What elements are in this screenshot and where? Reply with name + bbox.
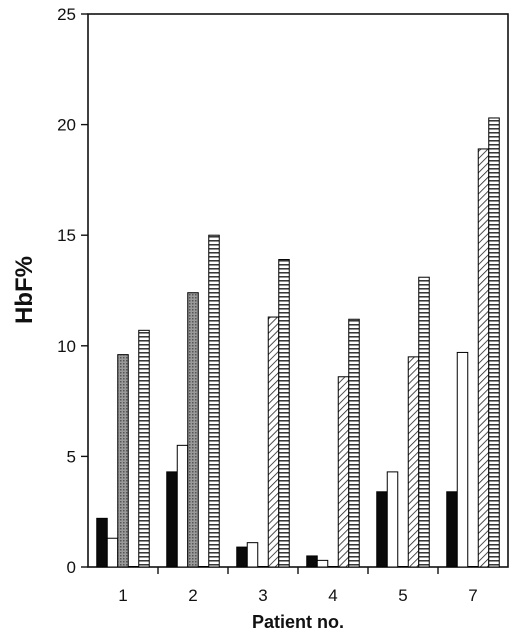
bar-horizontal-lines-1: [138, 329, 150, 568]
y-tick-label: 25: [57, 5, 76, 24]
bar-diagonal-hatch-4: [337, 376, 350, 568]
y-tick-label: 5: [67, 447, 76, 466]
plot-area: [87, 13, 509, 568]
bar-white-1: [106, 537, 119, 568]
bar-solid-black-3: [236, 546, 248, 568]
bar-solid-black-7: [446, 491, 458, 568]
bar-horizontal-lines-2: [208, 234, 220, 568]
bar-solid-black-1: [96, 517, 108, 568]
bar-white-2: [176, 444, 189, 568]
bar-diagonal-hatch-3: [267, 316, 280, 568]
bar-diagonal-hatch-7: [477, 148, 490, 568]
y-tick-label: 0: [67, 558, 76, 577]
bar-solid-black-5: [376, 491, 388, 568]
bar-dotted-gray-2: [187, 292, 199, 568]
y-tick-label: 20: [57, 116, 76, 135]
y-axis-ticks: 0 5 10 15 20 25: [57, 5, 88, 577]
bar-white-5: [386, 471, 399, 568]
x-tick-label: 5: [398, 586, 407, 605]
bar-white-3: [246, 542, 259, 568]
x-axis-ticks: 1 2 3 4 5 7: [118, 567, 478, 605]
x-tick-label: 7: [468, 586, 477, 605]
y-tick-label: 15: [57, 226, 76, 245]
bar-solid-black-2: [166, 471, 178, 568]
bar-horizontal-lines-7: [488, 117, 500, 568]
x-axis-title: Patient no.: [252, 612, 344, 632]
bar-solid-black-4: [306, 555, 318, 568]
x-tick-label: 4: [328, 586, 337, 605]
bar-horizontal-lines-3: [278, 259, 290, 568]
plot-frame: [87, 13, 509, 568]
bar-horizontal-lines-4: [348, 318, 360, 568]
x-tick-label: 1: [118, 586, 127, 605]
bar-dotted-gray-1: [117, 354, 129, 568]
x-tick-label: 3: [258, 586, 267, 605]
bar-white-7: [456, 351, 469, 568]
bar-diagonal-hatch-5: [407, 356, 420, 568]
bar-horizontal-lines-5: [418, 276, 430, 568]
y-tick-label: 10: [57, 337, 76, 356]
bars-group: [96, 117, 500, 568]
x-tick-label: 2: [188, 586, 197, 605]
bar-white-4: [316, 559, 329, 568]
y-axis-title: HbF%: [11, 256, 38, 324]
